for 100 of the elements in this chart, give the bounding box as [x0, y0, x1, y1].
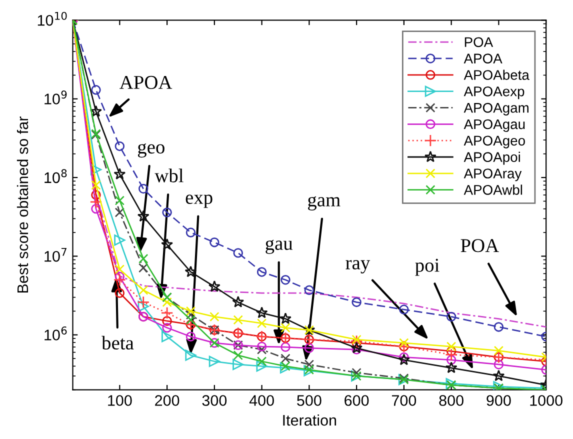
point [90, 164, 102, 176]
point [280, 312, 292, 324]
point [114, 288, 125, 298]
legend-label: APOA [464, 54, 502, 64]
point [208, 356, 220, 367]
point [162, 316, 172, 326]
annotation: ray [346, 260, 370, 274]
point [185, 350, 196, 361]
point [233, 248, 243, 258]
point [160, 306, 174, 320]
point [494, 322, 504, 332]
point [398, 354, 410, 366]
point [90, 105, 102, 117]
point [256, 267, 267, 277]
annotation: gam [308, 196, 340, 210]
point [138, 254, 148, 264]
point [304, 360, 314, 370]
point [161, 331, 173, 342]
point [446, 312, 456, 322]
point [233, 315, 243, 325]
annotation: wbl [154, 168, 184, 182]
point [494, 346, 504, 356]
point [186, 306, 196, 316]
point [232, 358, 244, 370]
legend-label: APOAray [464, 168, 522, 182]
point [210, 237, 220, 248]
legend-label: APOAgam [464, 102, 528, 116]
legend-label: APOAgau [464, 119, 525, 132]
x-tick-label: 100 [108, 395, 132, 406]
point [162, 208, 172, 218]
annotation: beta [102, 336, 134, 350]
point [350, 342, 363, 354]
point [256, 342, 267, 352]
point [304, 285, 314, 296]
point [494, 360, 504, 370]
point [138, 184, 148, 194]
point [256, 306, 268, 318]
annotation: POA [460, 239, 499, 252]
point [492, 370, 505, 382]
y-tick-label: 10$^{10}$ [38, 12, 67, 26]
y-tick-label: 10$^{8}$ [44, 169, 67, 184]
point [233, 350, 243, 360]
point [114, 208, 125, 218]
point [352, 297, 362, 308]
point [90, 196, 102, 208]
point [186, 315, 196, 325]
x-axis-title: Iteration [283, 414, 336, 426]
point [114, 196, 125, 206]
point [445, 348, 458, 361]
annotation: exp [186, 194, 212, 208]
point [186, 310, 196, 320]
point [256, 360, 268, 372]
point [352, 368, 362, 378]
point [186, 228, 196, 238]
point [114, 141, 125, 152]
point [352, 334, 362, 344]
point [186, 332, 196, 342]
annotation: APOA [120, 76, 172, 89]
annotation: gau [266, 240, 293, 254]
point [162, 322, 172, 333]
x-tick-label: 200 [155, 395, 180, 406]
point [161, 238, 174, 250]
point [210, 312, 220, 322]
point [114, 272, 125, 282]
point [184, 266, 197, 278]
point [446, 342, 456, 352]
point [113, 274, 126, 286]
legend-label: APOAwbl [464, 184, 522, 195]
point [280, 342, 290, 352]
point [280, 354, 290, 364]
point [91, 180, 101, 190]
legend-label: APOAbeta [464, 70, 530, 80]
point [256, 318, 267, 328]
point [114, 264, 125, 274]
point [446, 355, 456, 365]
x-tick-label: 300 [202, 395, 227, 406]
point [208, 280, 220, 292]
point [114, 234, 126, 246]
x-tick-label: 500 [297, 395, 322, 406]
point [138, 300, 149, 312]
point [138, 263, 148, 273]
x-tick-label: 600 [344, 395, 369, 406]
point [137, 296, 150, 308]
point [162, 297, 172, 308]
annotation: poi [415, 258, 440, 276]
point [399, 304, 409, 314]
point [91, 190, 101, 200]
point [137, 210, 150, 222]
point [304, 343, 314, 353]
legend-label: APOApoi [464, 152, 520, 165]
point [138, 285, 148, 296]
point [232, 296, 244, 308]
legend-label: APOAexp [464, 86, 524, 100]
point [280, 275, 290, 285]
point [114, 168, 126, 180]
point [91, 204, 101, 214]
point [256, 356, 267, 366]
y-tick-label: 10$^{9}$ [44, 90, 67, 104]
legend-label: POA [464, 37, 494, 48]
y-tick-label: 10$^{6}$ [44, 326, 67, 340]
